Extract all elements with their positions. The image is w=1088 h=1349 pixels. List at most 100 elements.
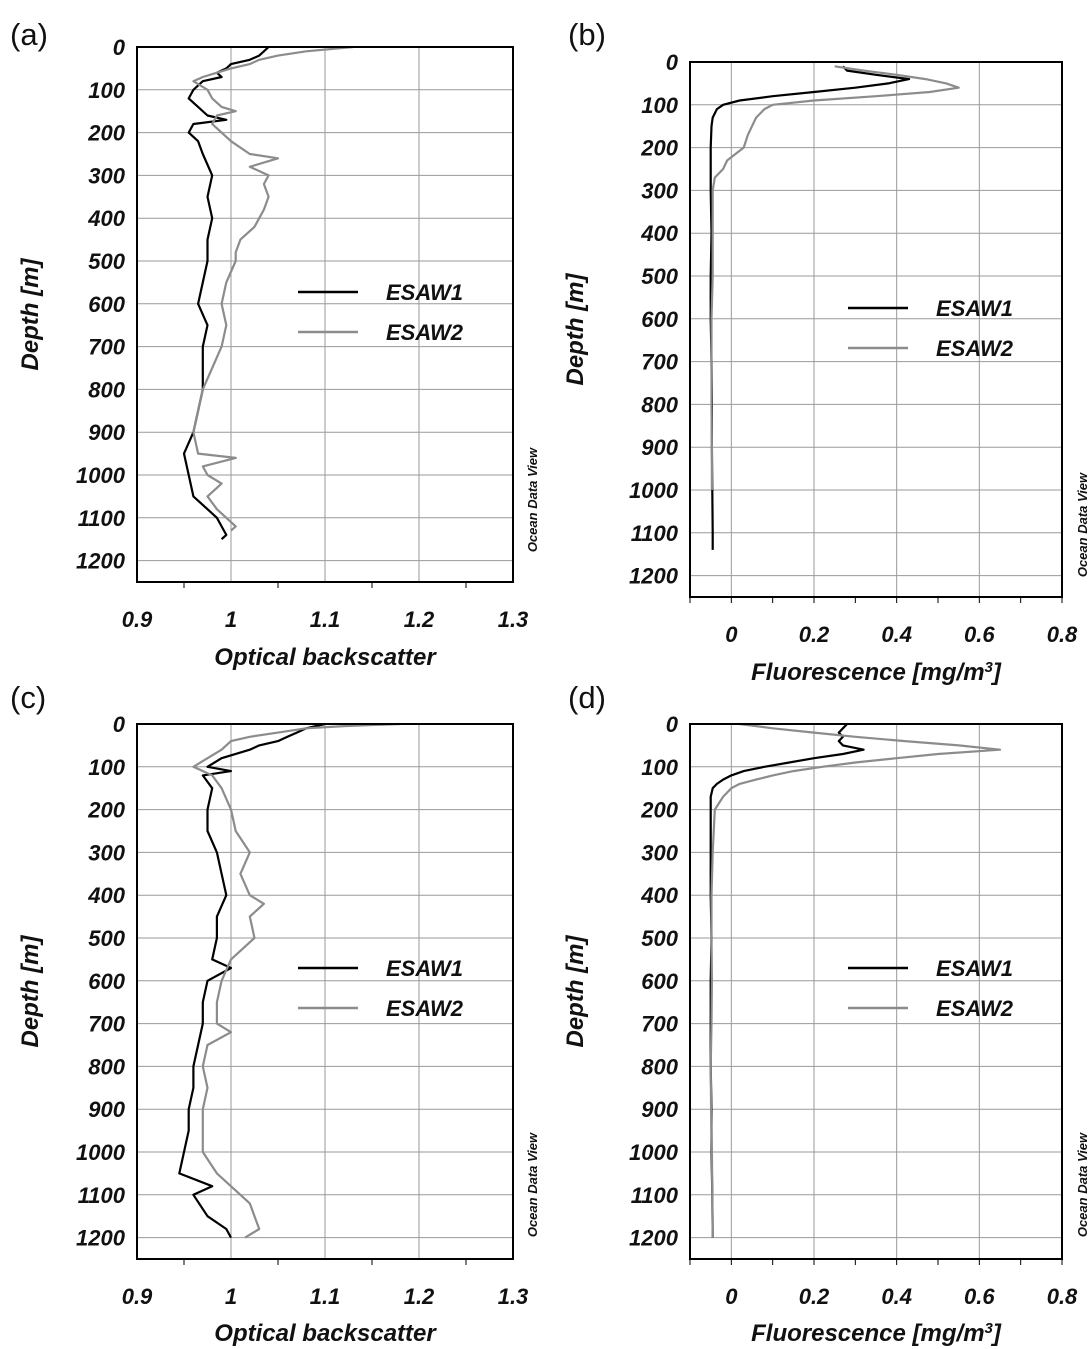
x-tick-label: 1.3	[498, 607, 529, 632]
y-tick-label: 800	[641, 1054, 678, 1079]
x-tick-label: 0.9	[122, 607, 153, 632]
y-tick-label: 0	[113, 712, 126, 737]
chart-panel-a: (a) 0.9 1 1.1 1.2 1.3 0 100 200 300 400 500 600 700 80…	[10, 17, 540, 671]
watermark-text: Ocean Data View	[525, 447, 540, 552]
y-tick-label: 400	[87, 883, 125, 908]
y-tick-label: 1200	[629, 1226, 679, 1251]
y-tick-label: 1200	[76, 549, 126, 574]
plot-frame	[689, 61, 1063, 598]
y-tick-label: 300	[641, 178, 678, 203]
x-axis-title-end: ]	[990, 1320, 1002, 1347]
y-tick-label: 0	[666, 712, 679, 737]
x-tick-label: 1	[225, 607, 237, 632]
x-tick-label: 0.2	[799, 1284, 830, 1309]
legend: ESAW1 ESAW2	[298, 280, 464, 345]
x-tick-label: 1.1	[310, 607, 341, 632]
y-tick-label: 600	[641, 969, 678, 994]
legend-label: ESAW1	[936, 296, 1013, 321]
legend: ESAW1 ESAW2	[298, 956, 464, 1021]
y-tick-label: 600	[88, 292, 125, 317]
legend: ESAW1 ESAW2	[848, 956, 1014, 1021]
y-tick-label: 900	[88, 1097, 125, 1122]
y-tick-label: 1000	[629, 478, 679, 503]
x-axis-title-sup: 3	[985, 659, 994, 676]
gridlines	[690, 723, 1063, 1259]
panel-label: (d)	[568, 680, 606, 715]
y-tick-label: 1100	[631, 521, 679, 546]
y-axis-title: Depth [m]	[562, 273, 589, 386]
y-tick-label: 500	[88, 926, 125, 951]
y-tick-label: 0	[666, 50, 679, 75]
y-tick-label: 500	[641, 926, 678, 951]
y-tick-label: 0	[113, 35, 126, 60]
series-line-esaw2	[192, 722, 401, 1239]
y-tick-label: 800	[88, 377, 125, 402]
y-tick-label: 600	[88, 969, 125, 994]
series-line-esaw2	[710, 65, 960, 490]
y-tick-label: 1200	[76, 1226, 126, 1251]
y-tick-label: 1100	[78, 506, 126, 531]
x-tick-label: 1.3	[498, 1284, 529, 1309]
watermark-text: Ocean Data View	[1075, 1132, 1088, 1237]
y-tick-label: 100	[641, 93, 678, 118]
x-tick-label: 0.8	[1047, 622, 1078, 647]
legend-label: ESAW1	[386, 280, 463, 305]
y-tick-label: 200	[640, 136, 678, 161]
legend-label: ESAW1	[386, 956, 463, 981]
x-tick-label: 1.1	[310, 1284, 341, 1309]
y-tick-label: 700	[641, 1012, 678, 1037]
y-tick-label: 100	[88, 755, 125, 780]
x-tick-label: 0.4	[881, 622, 912, 647]
x-axis-title: Optical backscatter	[214, 1320, 437, 1347]
y-tick-label: 400	[640, 883, 678, 908]
y-tick-label: 1000	[629, 1140, 679, 1165]
y-tick-label: 200	[87, 121, 125, 146]
y-tick-label: 900	[641, 435, 678, 460]
y-tick-label: 1100	[78, 1183, 126, 1208]
x-axis-title: Fluorescence [mg/m3]	[751, 659, 1002, 687]
y-tick-label: 700	[88, 1012, 125, 1037]
y-tick-label: 1100	[631, 1183, 679, 1208]
x-tick-label: 0.6	[964, 1284, 995, 1309]
y-tick-label: 500	[641, 264, 678, 289]
y-tick-label: 200	[87, 798, 125, 823]
y-tick-label: 800	[641, 392, 678, 417]
plot-frame	[689, 723, 1063, 1260]
x-axis-title-sup: 3	[985, 1320, 994, 1337]
y-axis-title: Depth [m]	[562, 935, 589, 1048]
x-axis-title: Optical backscatter	[214, 644, 437, 671]
y-tick-label: 700	[88, 335, 125, 360]
panel-label: (b)	[568, 17, 606, 52]
x-tick-label: 0	[725, 1284, 738, 1309]
watermark-text: Ocean Data View	[1075, 472, 1088, 577]
x-tick-label: 1.2	[404, 607, 435, 632]
x-axis-title-end: ]	[990, 659, 1002, 686]
panel-label: (c)	[10, 680, 46, 715]
x-tick-label: 0	[725, 622, 738, 647]
y-tick-label: 300	[88, 840, 125, 865]
chart-panel-b: (b) 0 0.2 0.4 0.6 0.8 0 100 200 300 400 500 600 700 80…	[562, 17, 1088, 686]
plot-frame	[136, 723, 514, 1260]
y-tick-label: 100	[88, 78, 125, 103]
series-line-esaw1	[178, 722, 326, 1239]
series-line-esaw2	[192, 45, 354, 532]
y-axis-title: Depth [m]	[17, 935, 44, 1048]
y-tick-label: 200	[640, 798, 678, 823]
x-tick-label: 0.4	[881, 1284, 912, 1309]
chart-panel-d: (d) 0 0.2 0.4 0.6 0.8 0 100 200 300 400 500 600 700 80…	[562, 680, 1088, 1347]
chart-panel-c: (c) 0.9 1 1.1 1.2 1.3 0 100 200 300 400 500 600 700 80…	[10, 680, 540, 1347]
y-tick-label: 1200	[629, 564, 679, 589]
x-tick-label: 0.9	[122, 1284, 153, 1309]
series-line-esaw1	[182, 46, 270, 541]
y-tick-label: 600	[641, 307, 678, 332]
x-tick-label: 1.2	[404, 1284, 435, 1309]
y-tick-label: 400	[87, 206, 125, 231]
x-tick-label: 0.8	[1047, 1284, 1078, 1309]
panel-label: (a)	[10, 17, 48, 52]
series-line-esaw2	[709, 722, 1002, 1238]
legend-label: ESAW2	[936, 336, 1014, 361]
y-tick-label: 500	[88, 249, 125, 274]
y-tick-label: 300	[88, 163, 125, 188]
y-tick-label: 1000	[76, 1140, 126, 1165]
